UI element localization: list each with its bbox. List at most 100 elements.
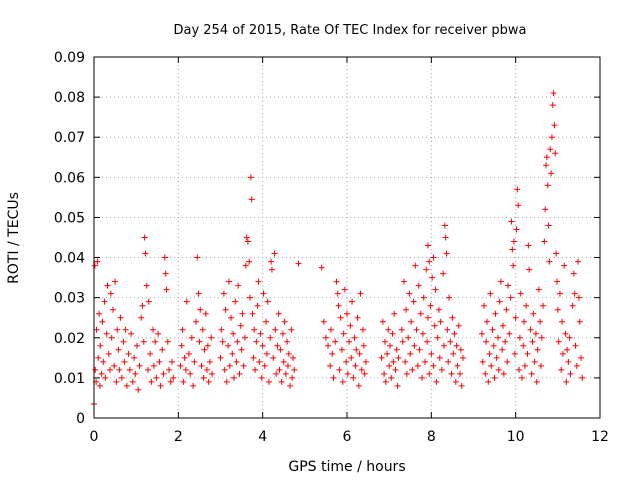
data-point (502, 338, 509, 345)
data-point (204, 366, 211, 373)
data-point (514, 186, 521, 193)
data-point (516, 334, 523, 341)
data-point (288, 326, 295, 333)
data-point (295, 260, 302, 267)
data-points (91, 90, 586, 407)
grid-lines (94, 57, 600, 418)
data-point (388, 374, 395, 381)
data-point (384, 350, 391, 357)
data-point (556, 290, 563, 297)
data-point (107, 366, 114, 373)
data-point (320, 318, 327, 325)
data-point (279, 330, 286, 337)
data-point (358, 366, 365, 373)
data-point (209, 370, 216, 377)
data-point (500, 370, 507, 377)
data-point (381, 370, 388, 377)
data-point (357, 290, 364, 297)
data-point (521, 362, 528, 369)
data-point (198, 362, 205, 369)
data-point (204, 342, 211, 349)
data-point (240, 362, 247, 369)
data-point (542, 206, 549, 213)
data-point (348, 354, 355, 361)
data-point (147, 350, 154, 357)
data-point (335, 302, 342, 309)
data-point (118, 374, 125, 381)
data-point (115, 346, 122, 353)
data-point (219, 338, 226, 345)
data-point (445, 358, 452, 365)
data-point (419, 330, 426, 337)
data-point (97, 342, 104, 349)
data-point (483, 338, 490, 345)
data-point (228, 314, 235, 321)
data-point (543, 154, 550, 161)
data-point (395, 354, 402, 361)
data-point (551, 122, 558, 129)
x-tick-label: 0 (90, 429, 99, 445)
y-tick-label: 0.06 (54, 170, 85, 186)
data-point (347, 322, 354, 329)
data-point (483, 318, 490, 325)
data-point (270, 354, 277, 361)
data-point (506, 330, 513, 337)
data-point (333, 278, 340, 285)
data-point (559, 350, 566, 357)
data-point (411, 342, 418, 349)
data-point (565, 358, 572, 365)
data-point (402, 358, 409, 365)
data-point (487, 290, 494, 297)
data-point (235, 282, 242, 289)
data-point (179, 326, 186, 333)
data-point (457, 346, 464, 353)
data-point (533, 378, 540, 385)
data-point (360, 342, 367, 349)
x-tick-label: 4 (258, 429, 267, 445)
data-point (156, 358, 163, 365)
data-point (529, 338, 536, 345)
data-point (259, 342, 266, 349)
data-point (263, 318, 270, 325)
data-point (141, 234, 148, 241)
data-point (131, 354, 138, 361)
data-point (426, 370, 433, 377)
data-point (105, 350, 112, 357)
x-tick-labels: 0 2 4 6 8 10 12 (90, 429, 609, 445)
data-point (268, 266, 275, 273)
data-point (274, 342, 281, 349)
data-point (422, 358, 429, 365)
data-point (195, 290, 202, 297)
data-point (420, 294, 427, 301)
data-point (520, 342, 527, 349)
x-tick-label: 10 (507, 429, 525, 445)
data-point (338, 346, 345, 353)
y-tick-label: 0.09 (54, 50, 85, 66)
data-point (330, 374, 337, 381)
data-point (424, 314, 431, 321)
data-point (246, 258, 253, 265)
data-point (544, 182, 551, 189)
data-point (558, 366, 565, 373)
y-tick-label: 0.08 (54, 90, 85, 106)
data-point (387, 342, 394, 349)
data-point (340, 330, 347, 337)
data-point (135, 386, 142, 393)
data-point (253, 338, 260, 345)
data-point (437, 318, 444, 325)
data-point (350, 374, 357, 381)
data-point (517, 290, 524, 297)
data-point (569, 302, 576, 309)
data-point (343, 358, 350, 365)
data-point (164, 338, 171, 345)
data-point (521, 318, 528, 325)
data-point (493, 354, 500, 361)
data-point (284, 338, 291, 345)
data-point (567, 370, 574, 377)
data-point (408, 318, 415, 325)
data-point (129, 378, 136, 385)
x-tick-label: 12 (591, 429, 609, 445)
data-point (573, 362, 580, 369)
data-point (478, 330, 485, 337)
data-point (255, 278, 262, 285)
